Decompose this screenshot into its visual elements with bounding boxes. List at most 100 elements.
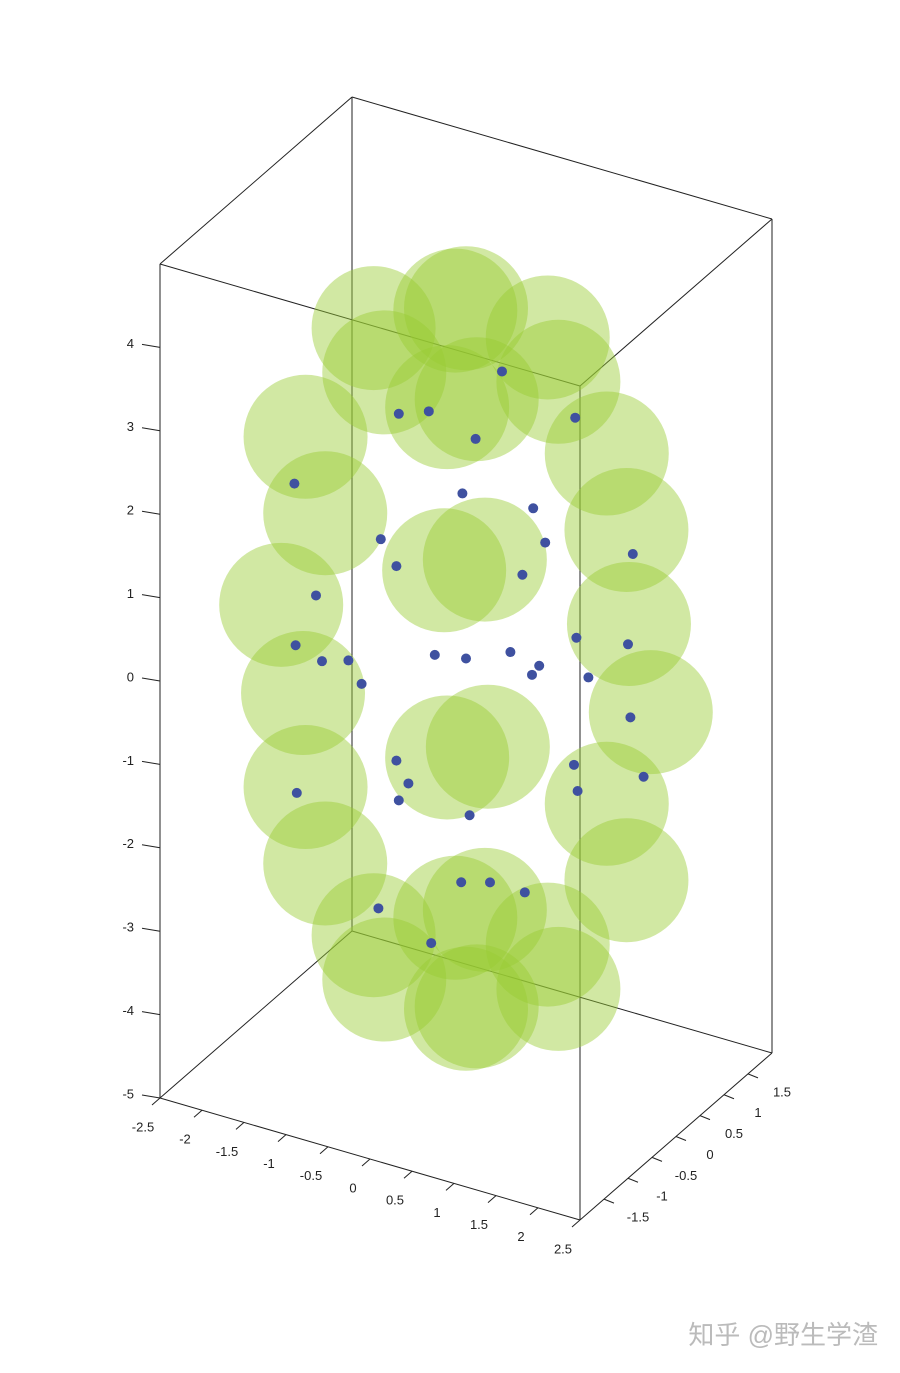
surface-point [382, 508, 507, 633]
point [317, 656, 327, 667]
surface-point [219, 542, 344, 667]
surface-point [588, 650, 713, 775]
surface-point [564, 467, 689, 592]
surface-point [485, 882, 610, 1007]
x-tick [151, 1097, 161, 1106]
surface-point [544, 741, 669, 866]
x-tick [235, 1122, 245, 1130]
point [572, 786, 583, 797]
point [289, 478, 300, 489]
point [461, 653, 471, 664]
x-tick [277, 1134, 287, 1142]
x-tick-label: -2 [179, 1132, 191, 1147]
x-tick-label: -1 [263, 1156, 275, 1171]
surface-point [425, 684, 550, 809]
point [534, 660, 545, 671]
z-tick-label: 3 [127, 419, 134, 434]
point [393, 408, 404, 419]
x-tick [529, 1207, 539, 1216]
x-tick-label: 1.5 [470, 1217, 488, 1232]
point [571, 632, 582, 643]
point [290, 640, 301, 651]
x-tick [403, 1170, 413, 1179]
point [356, 678, 367, 689]
y-tick [699, 1115, 711, 1121]
surface-point [243, 725, 368, 850]
z-tick-label: -3 [122, 920, 134, 935]
point [527, 669, 537, 680]
x-tick-label: -2.5 [132, 1119, 154, 1134]
surface-point [385, 695, 510, 820]
surface-point [241, 631, 366, 756]
point [583, 672, 594, 683]
x-tick-label: -0.5 [300, 1168, 322, 1183]
watermark: 知乎 @野生学渣 [688, 1320, 878, 1350]
x-tick [193, 1109, 203, 1118]
z-tick [141, 594, 161, 599]
y-tick [627, 1177, 639, 1183]
surface-point [485, 275, 610, 400]
surface-point [263, 451, 388, 576]
point [426, 938, 437, 949]
box-edge [159, 96, 353, 265]
point [517, 569, 528, 580]
point [627, 549, 638, 560]
y-tick-label: 1.5 [773, 1084, 791, 1099]
point [623, 639, 633, 650]
x-tick-label: 0 [349, 1180, 356, 1195]
point [393, 795, 404, 806]
point [638, 771, 649, 782]
box-edge [351, 96, 773, 220]
z-tick-label: -1 [122, 753, 134, 768]
surface-point [496, 319, 621, 444]
point [519, 887, 530, 898]
point [485, 877, 495, 888]
z-tick-label: 4 [127, 336, 134, 351]
box-edge [351, 930, 773, 1054]
surface-point [322, 917, 447, 1042]
point [570, 412, 581, 423]
point [528, 503, 539, 514]
surface-point [311, 873, 436, 998]
point [569, 759, 579, 770]
y-tick-label: -1 [656, 1189, 668, 1204]
y-tick-label: -0.5 [675, 1168, 697, 1183]
point [505, 647, 516, 658]
x-tick [445, 1183, 455, 1191]
y-tick-label: 0 [706, 1147, 713, 1162]
z-tick [141, 1094, 161, 1099]
surface-point [404, 946, 528, 1071]
point [373, 903, 384, 914]
surface-point [564, 818, 689, 943]
surface-point [404, 246, 528, 371]
x-tick [319, 1146, 329, 1155]
surface-point [566, 561, 691, 686]
z-tick-label: -5 [122, 1086, 134, 1101]
z-tick-label: -4 [122, 1003, 134, 1018]
box-edge [579, 218, 773, 387]
z-tick [141, 844, 161, 849]
x-tick [361, 1158, 371, 1167]
point [464, 810, 475, 821]
y-tick [723, 1094, 735, 1100]
x-tick [571, 1219, 581, 1228]
z-tick-label: 0 [127, 669, 134, 684]
y-tick [747, 1073, 759, 1079]
point [456, 877, 467, 888]
z-tick [141, 927, 161, 932]
z-tick-label: 1 [127, 586, 134, 601]
surface-point [414, 337, 539, 462]
point [391, 755, 402, 766]
x-tick-label: 1 [433, 1205, 440, 1220]
point [540, 537, 551, 548]
surface-point [422, 847, 547, 972]
point [457, 488, 468, 499]
point [423, 406, 434, 417]
surface-point [496, 926, 621, 1051]
surface-point [414, 944, 539, 1069]
point [311, 590, 321, 601]
y-tick [603, 1198, 615, 1204]
z-tick [141, 343, 161, 348]
point [343, 655, 354, 666]
